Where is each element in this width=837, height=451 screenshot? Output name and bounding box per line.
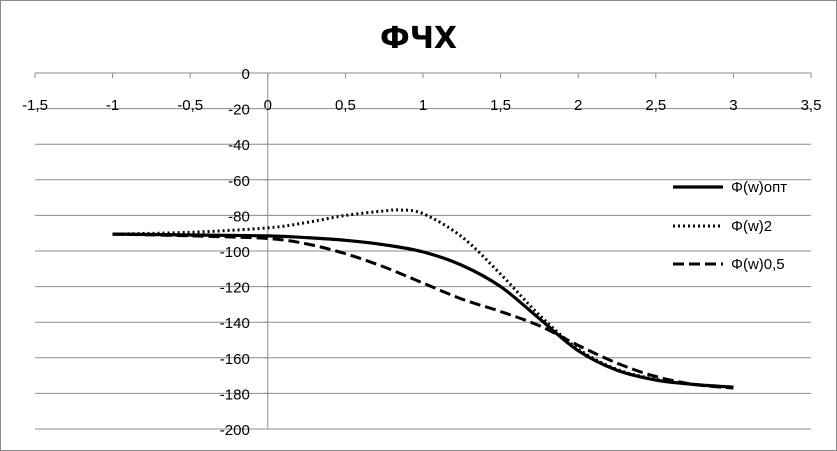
y-tick-label: 0 <box>241 66 249 83</box>
y-tick-label: -120 <box>220 280 250 297</box>
x-tick-label: -1 <box>106 97 119 114</box>
y-tick-label: -40 <box>228 137 250 154</box>
y-tick-label: -100 <box>220 244 250 261</box>
x-tick-label: 0 <box>264 97 272 114</box>
legend-label-2: Φ(w)2 <box>731 218 772 235</box>
x-tick-label: -0,5 <box>177 97 203 114</box>
y-tick-label: -180 <box>220 386 250 403</box>
chart-title: ФЧХ <box>379 21 458 56</box>
y-tick-label: -80 <box>228 208 250 225</box>
x-tick-label: 1,5 <box>490 97 511 114</box>
legend-label-3: Φ(w)0,5 <box>731 256 785 273</box>
x-tick-label: 3,5 <box>801 97 822 114</box>
x-tick-label: -1,5 <box>22 97 48 114</box>
x-tick-label: 0,5 <box>335 97 356 114</box>
y-tick-label: -140 <box>220 315 250 332</box>
x-tick-label: 1 <box>419 97 427 114</box>
y-tick-label: -60 <box>228 173 250 190</box>
y-tick-label: -200 <box>220 422 250 439</box>
y-tick-label: -160 <box>220 351 250 368</box>
legend-label-1: Φ(w)опт <box>731 179 787 196</box>
series-line-1 <box>112 232 734 389</box>
x-tick-label: 2,5 <box>645 97 666 114</box>
x-tick-label: 3 <box>729 97 737 114</box>
y-tick-label: -20 <box>228 102 250 119</box>
series-line-3 <box>112 232 734 390</box>
x-tick-label: 2 <box>574 97 582 114</box>
